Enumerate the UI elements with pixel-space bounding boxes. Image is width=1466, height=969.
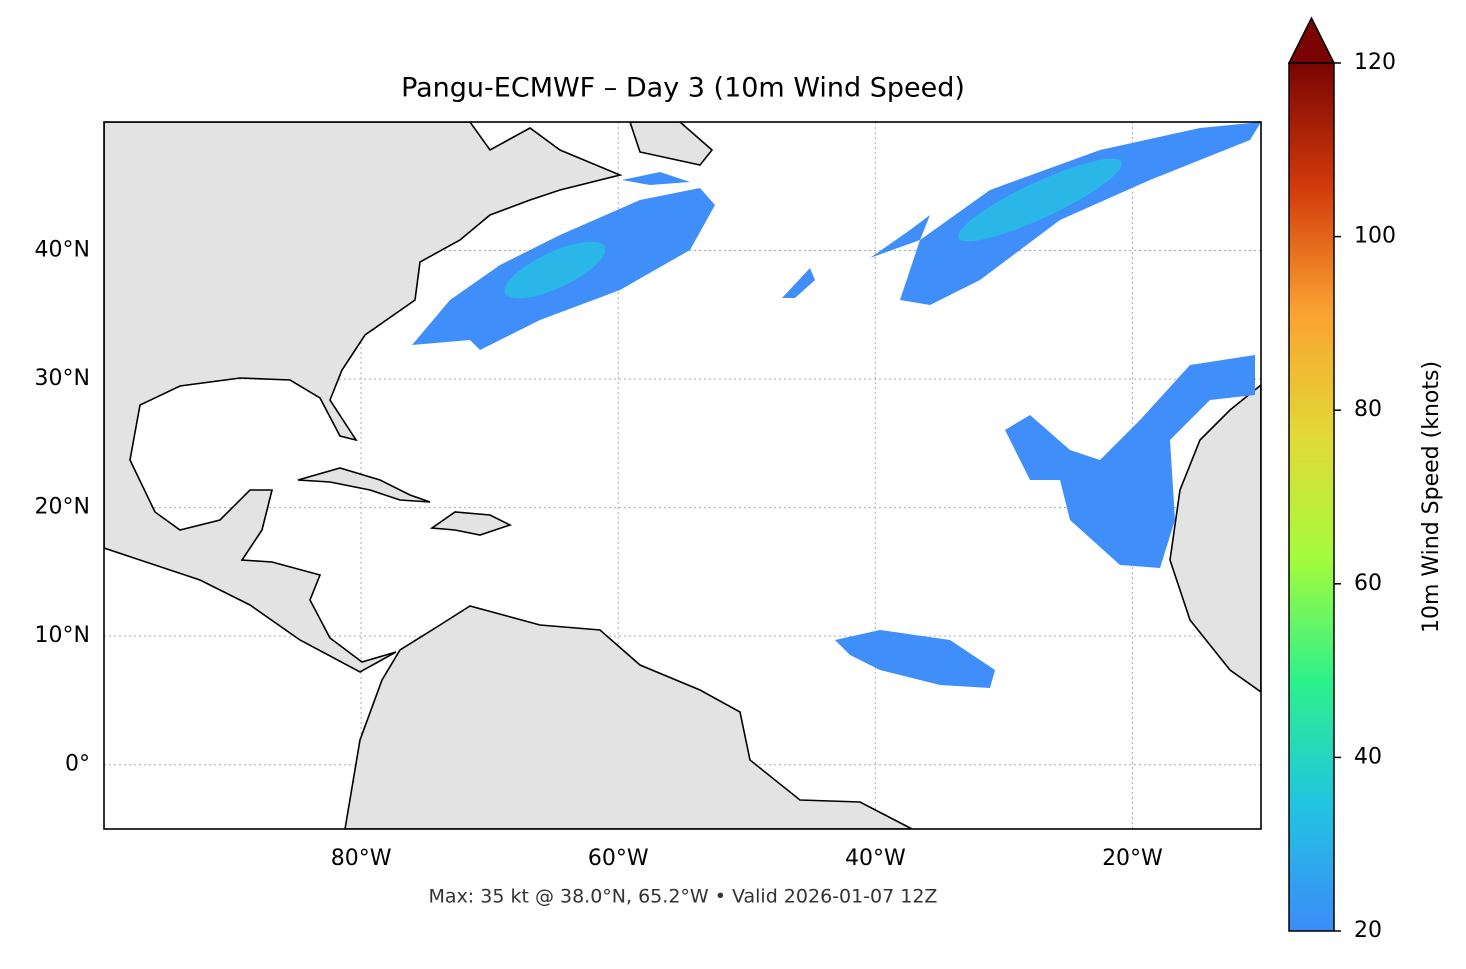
footnote: Max: 35 kt @ 38.0°N, 65.2°W • Valid 2026… [429, 886, 938, 908]
africa [1169, 383, 1261, 693]
colorbar-frame [1288, 62, 1335, 932]
wind-field [622, 172, 690, 185]
colorbar-extend [1287, 16, 1336, 64]
wind-core [504, 241, 606, 299]
colorbar-tick-label: 120 [1354, 50, 1396, 75]
wind-field [900, 122, 1261, 305]
map-area [104, 122, 1261, 829]
x-tick-label: 80°W [331, 846, 392, 871]
y-tick-label: 0° [65, 752, 90, 777]
colorbar-ramp [1289, 63, 1334, 931]
colorbar-tick-label: 80 [1354, 397, 1382, 422]
colorbar-tick-label: 100 [1354, 224, 1396, 249]
wind-field [1005, 355, 1255, 568]
y-tick-label: 20°N [35, 495, 90, 520]
y-tick-label: 30°N [35, 366, 90, 391]
canada-east [629, 122, 714, 166]
colorbar: 10m Wind Speed (knots) 20 40 60 80 100 120 [1287, 16, 1444, 943]
colorbar-tick-label: 40 [1354, 744, 1382, 769]
colorbar-tick-label: 20 [1354, 918, 1382, 943]
plot-frame [103, 121, 1262, 830]
x-tick-label: 60°W [588, 846, 649, 871]
wind-field [870, 215, 930, 258]
colorbar-tick-label: 60 [1354, 571, 1382, 596]
y-tick-label: 40°N [35, 238, 90, 263]
cuba [297, 467, 431, 503]
chart-title: Pangu-ECMWF – Day 3 (10m Wind Speed) [401, 73, 965, 104]
wind-core [958, 158, 1122, 242]
y-tick-label: 10°N [35, 623, 90, 648]
hispaniola [429, 511, 513, 536]
x-tick-label: 40°W [845, 846, 906, 871]
north-america [104, 122, 623, 673]
south-america [344, 605, 913, 829]
wind-field [835, 630, 995, 688]
wind-field [782, 268, 815, 298]
x-tick-label: 20°W [1102, 846, 1163, 871]
colorbar-label: 10m Wind Speed (knots) [1419, 361, 1444, 633]
